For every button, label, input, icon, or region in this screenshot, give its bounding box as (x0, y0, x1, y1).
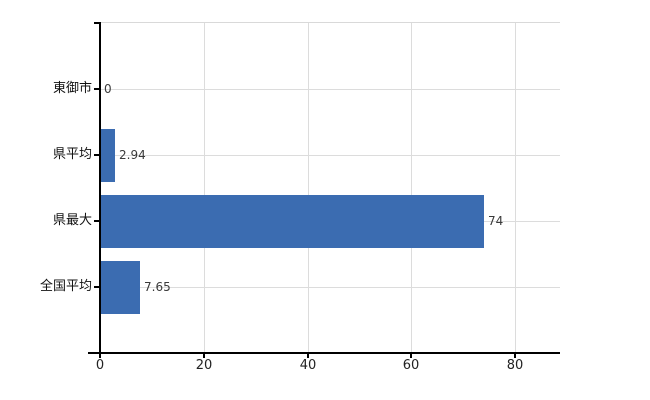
v-gridline (204, 22, 205, 352)
y-axis-top-tick (94, 22, 100, 24)
v-gridline (308, 22, 309, 352)
category-label: 全国平均 (39, 279, 92, 294)
x-tick-label: 20 (195, 358, 213, 373)
y-axis-tick (94, 220, 100, 222)
category-label: 県平均 (52, 147, 92, 162)
bar-value-label: 2.94 (119, 148, 146, 162)
plot-area: 0 2.94 74 7.65 (100, 22, 560, 352)
v-gridline (411, 22, 412, 352)
x-axis-tick (99, 352, 101, 358)
x-tick-label: 0 (95, 358, 105, 373)
bar-全国平均 (100, 260, 140, 314)
bar-value-label: 0 (104, 82, 112, 96)
x-tick-label: 60 (402, 358, 420, 373)
category-label: 県最大 (52, 213, 92, 228)
h-gridline (100, 155, 560, 156)
x-tick-label: 80 (506, 358, 524, 373)
x-axis-tick (410, 352, 412, 358)
x-axis-tick (307, 352, 309, 358)
y-axis-tick (94, 154, 100, 156)
h-gridline (100, 89, 560, 90)
bar-value-label: 7.65 (144, 280, 171, 294)
x-axis-tick (514, 352, 516, 358)
h-gridline (100, 287, 560, 288)
bar-県平均 (100, 128, 115, 182)
v-gridline (515, 22, 516, 352)
x-axis-line (88, 352, 560, 354)
bar-value-label: 74 (488, 214, 504, 228)
bar-県最大 (100, 194, 484, 248)
x-axis-tick (203, 352, 205, 358)
category-label: 東御市 (52, 81, 92, 96)
plot-top-border (100, 22, 560, 23)
x-tick-label: 40 (299, 358, 317, 373)
y-axis-tick (94, 286, 100, 288)
y-axis-line (99, 22, 101, 358)
y-axis-tick (94, 88, 100, 90)
